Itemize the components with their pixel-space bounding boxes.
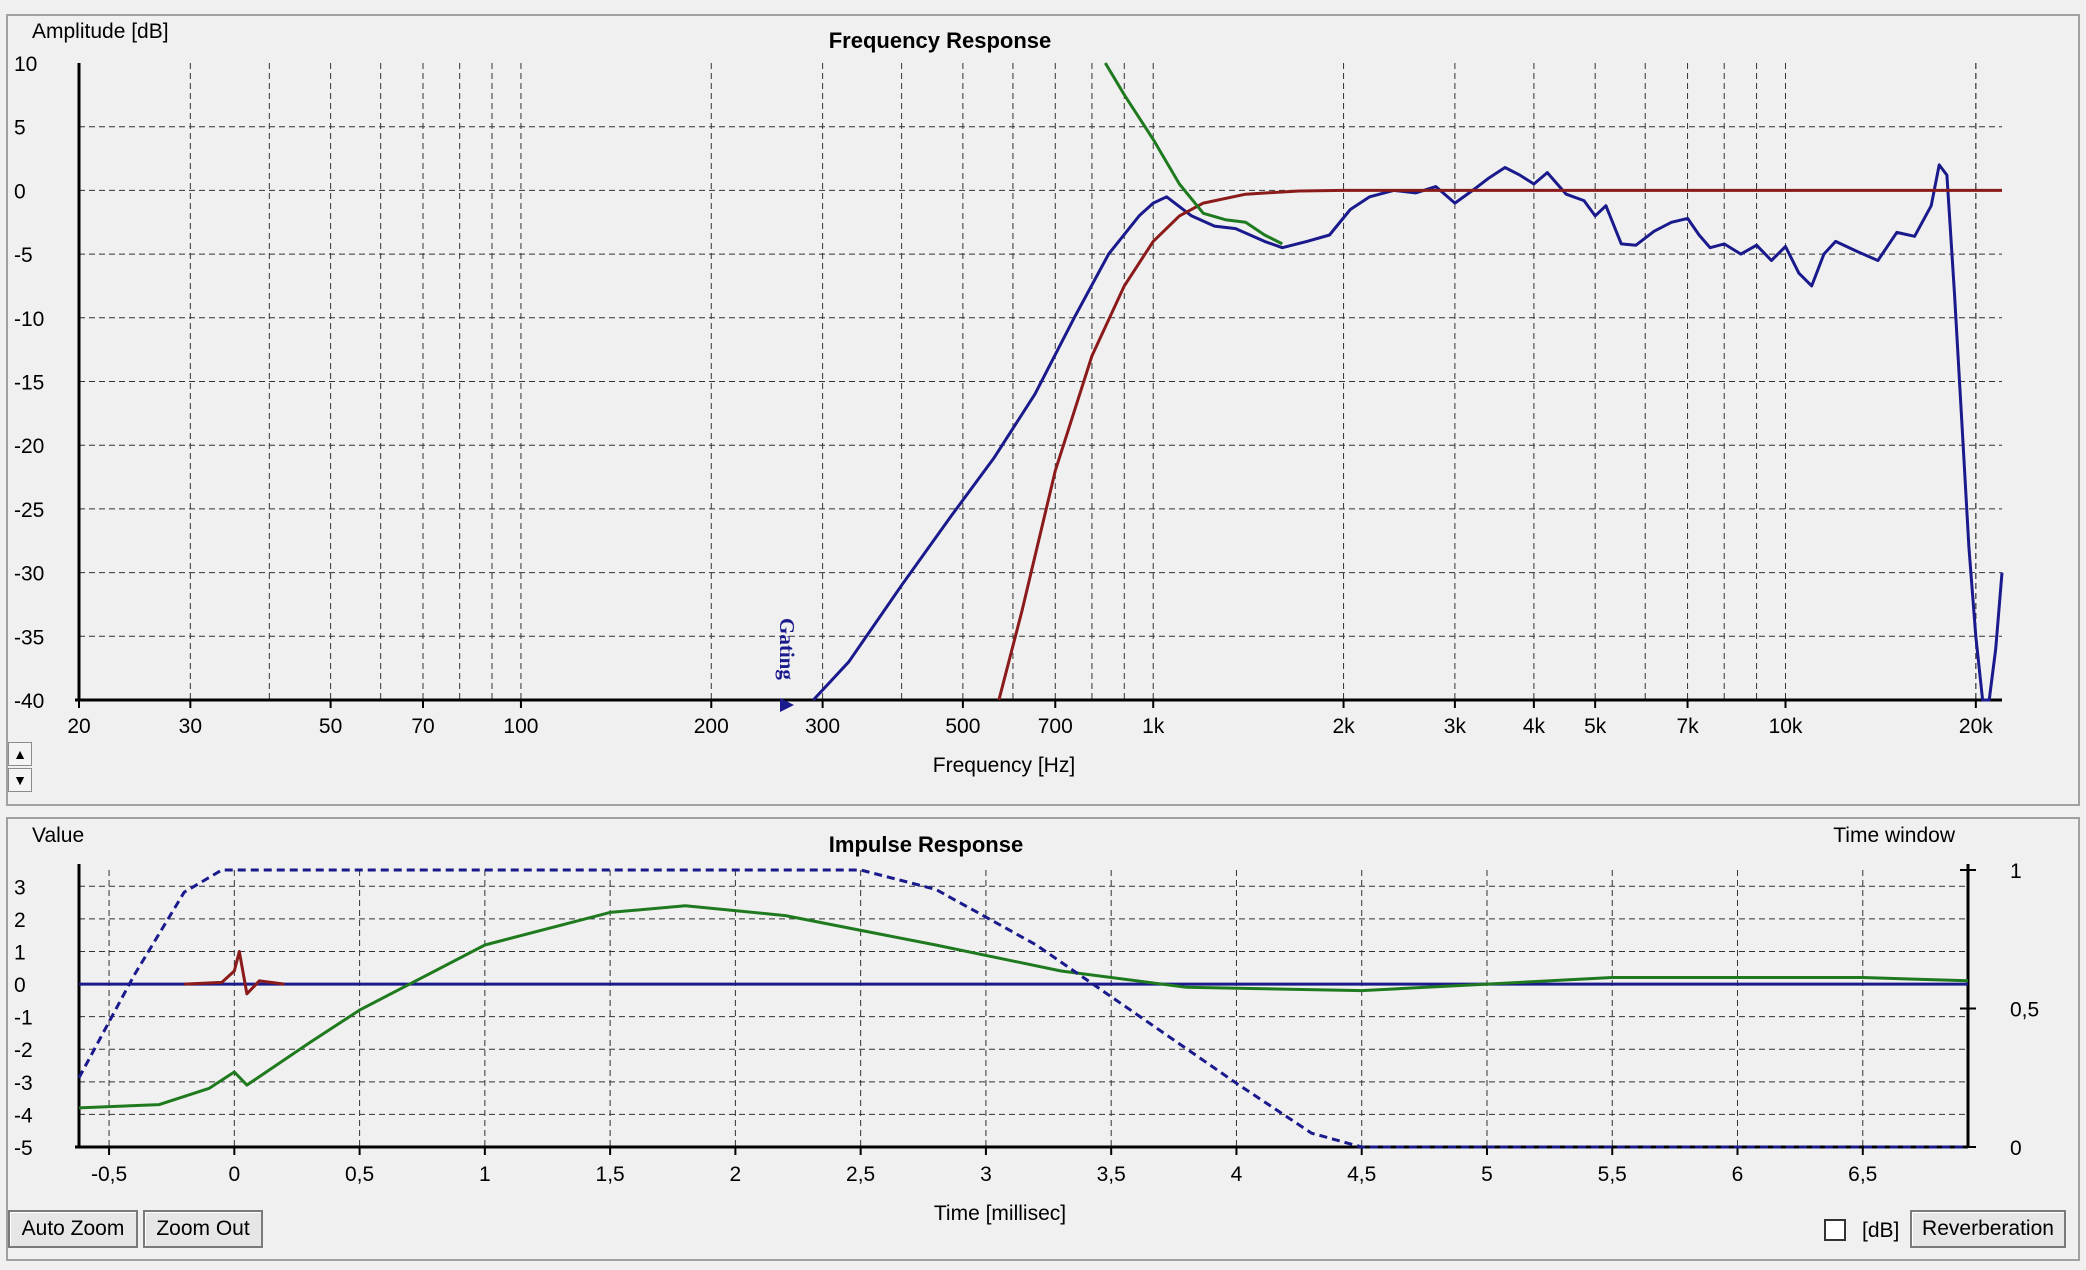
scroll-down-button[interactable]: ▼: [8, 768, 32, 792]
frequency-chart-title: Frequency Response: [829, 28, 1052, 53]
frequency-x-tick-label: 7k: [1676, 715, 1699, 738]
frequency-x-tick-label: 100: [503, 715, 538, 738]
frequency-series-line-3: [1104, 62, 1283, 246]
frequency-x-tick-label: 4k: [1523, 715, 1546, 738]
impulse-response-panel: [6, 817, 2080, 1261]
frequency-response-panel: [6, 14, 2080, 806]
frequency-x-axis-label: Frequency [Hz]: [933, 754, 1075, 777]
frequency-y-tick-label: 5: [14, 117, 26, 140]
frequency-x-tick-label: 1k: [1142, 715, 1165, 738]
db-checkbox-label: [dB]: [1862, 1219, 1900, 1242]
frequency-x-tick-label: 20: [67, 715, 90, 738]
frequency-grid: [75, 63, 2002, 702]
auto-zoom-button[interactable]: Auto Zoom: [8, 1210, 138, 1248]
frequency-y-tick-label: -15: [14, 372, 44, 395]
frequency-y-tick-label: -10: [14, 308, 44, 331]
frequency-y-tick-label: 10: [14, 53, 37, 76]
frequency-y-tick-label: -5: [14, 244, 33, 267]
frequency-y-axis-label: Amplitude [dB]: [32, 20, 169, 43]
frequency-x-tick-label: 500: [945, 715, 980, 738]
frequency-series: [812, 62, 2004, 702]
frequency-x-tick-label: 30: [179, 715, 202, 738]
frequency-x-tick-label: 200: [694, 715, 729, 738]
frequency-x-tick-label: 50: [319, 715, 342, 738]
frequency-x-tick-label: 5k: [1584, 715, 1607, 738]
frequency-y-tick-label: -20: [14, 435, 44, 458]
gating-marker[interactable]: Gating: [775, 618, 799, 712]
frequency-x-tick-label: 10k: [1769, 715, 1803, 738]
frequency-x-tick-label: 70: [411, 715, 434, 738]
frequency-x-tick-label: 300: [805, 715, 840, 738]
zoom-out-button[interactable]: Zoom Out: [143, 1210, 263, 1248]
frequency-x-tick-label: 3k: [1444, 715, 1467, 738]
frequency-y-tick-label: -35: [14, 626, 44, 649]
frequency-response-chart[interactable]: Amplitude [dB] Frequency Response Freque…: [0, 0, 2086, 805]
frequency-x-tick-label: 20k: [1959, 715, 1993, 738]
frequency-y-tick-label: -30: [14, 563, 44, 586]
db-checkbox[interactable]: [1824, 1219, 1846, 1241]
frequency-x-tick-label: 700: [1038, 715, 1073, 738]
frequency-series-line-2: [997, 188, 2002, 701]
frequency-y-tick-label: 0: [14, 180, 26, 203]
frequency-x-tick-label: 2k: [1332, 715, 1355, 738]
scroll-up-button[interactable]: ▲: [8, 742, 32, 766]
gating-marker-triangle: [780, 698, 794, 712]
gating-marker-label: Gating: [775, 618, 799, 680]
frequency-y-tick-label: -40: [14, 690, 44, 713]
reverberation-button[interactable]: Reverberation: [1910, 1210, 2066, 1248]
frequency-y-tick-label: -25: [14, 499, 44, 522]
frequency-series-line-1: [812, 163, 2004, 702]
